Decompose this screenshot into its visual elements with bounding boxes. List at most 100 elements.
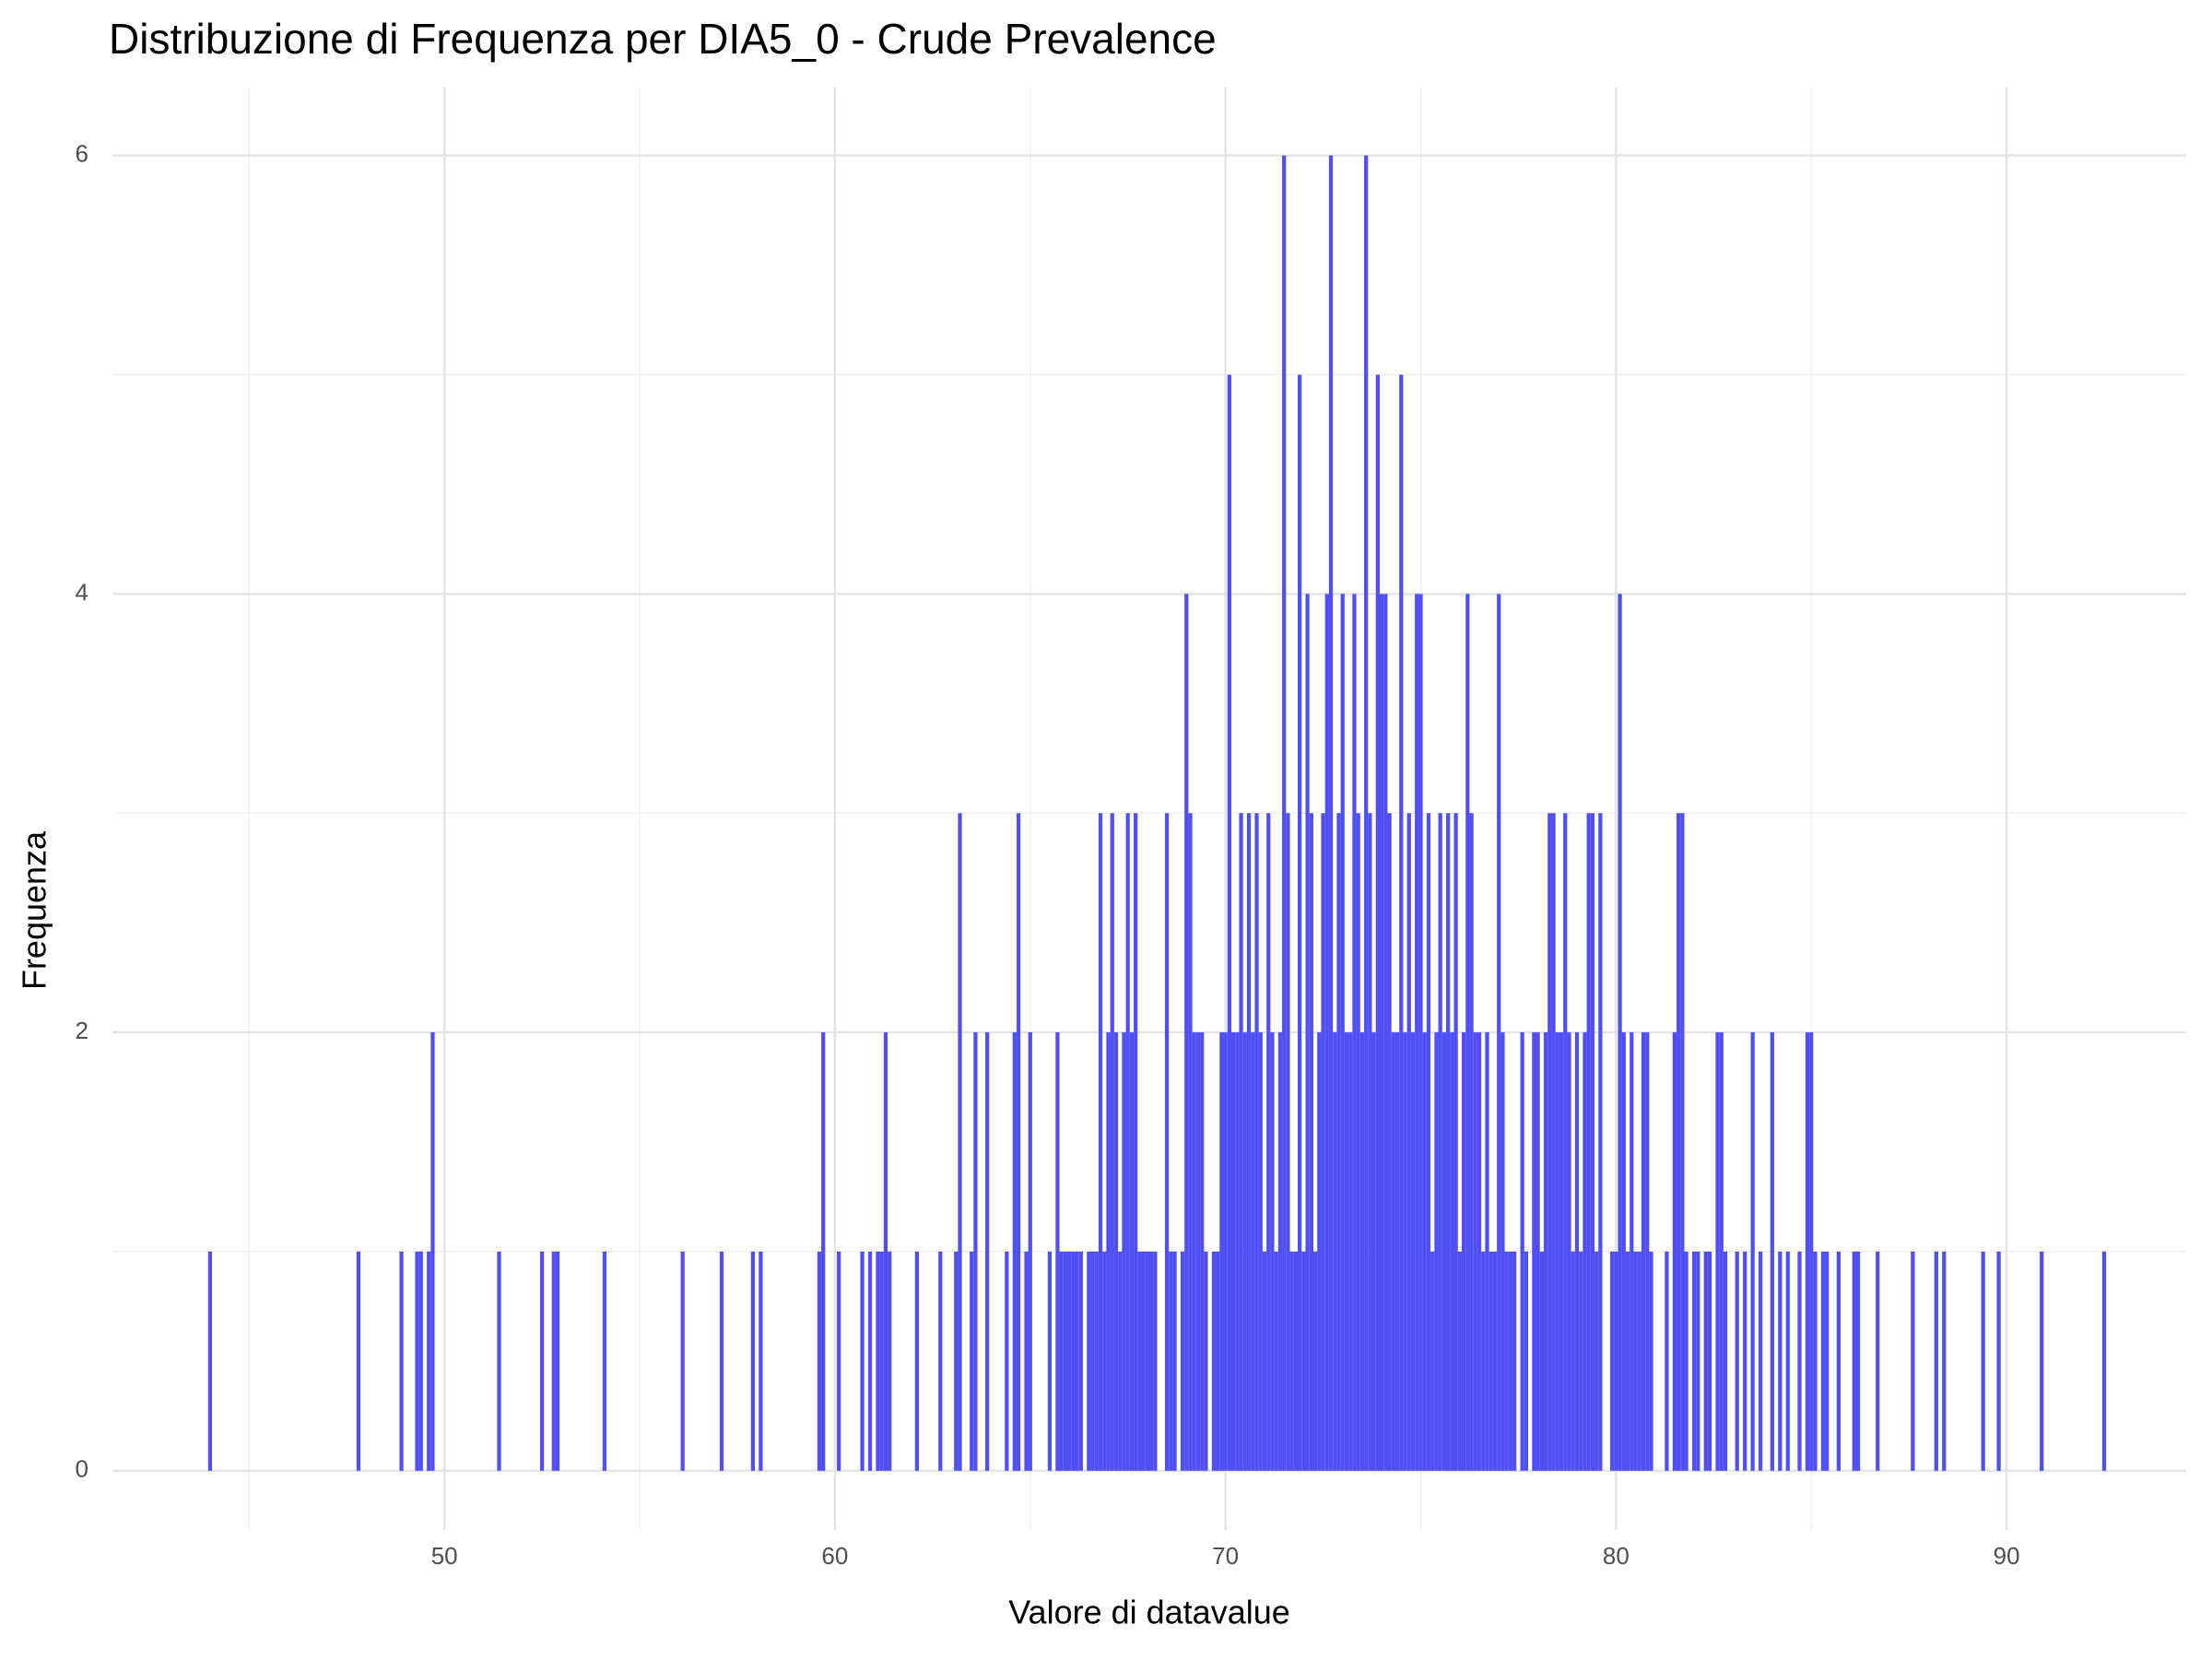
bar (1356, 813, 1360, 1471)
bar (1216, 1251, 1220, 1471)
bar (1852, 1251, 1856, 1471)
bar (1633, 1251, 1638, 1471)
bar (1504, 1251, 1509, 1471)
bar (1618, 594, 1622, 1471)
bar (1180, 1251, 1185, 1471)
bar (883, 1032, 888, 1471)
bar (1500, 1032, 1505, 1471)
bar (860, 1251, 865, 1471)
bar (1075, 1251, 1079, 1471)
bar (1418, 594, 1423, 1471)
bar (1485, 1032, 1489, 1471)
bar (1071, 1251, 1076, 1471)
bar (1383, 594, 1388, 1471)
bar (1005, 1251, 1009, 1471)
bar (1172, 1251, 1177, 1471)
bar (1415, 594, 1419, 1471)
bar (879, 1251, 884, 1471)
bar (1016, 813, 1021, 1471)
bar (1192, 1032, 1196, 1471)
bar (1352, 594, 1357, 1471)
bar (1286, 813, 1290, 1471)
bar (1981, 1251, 1985, 1471)
bar (1836, 1251, 1841, 1471)
bar (1492, 1251, 1498, 1471)
bar (1067, 1251, 1072, 1471)
bar (1348, 1032, 1353, 1471)
bar (1102, 1251, 1107, 1471)
bar (1184, 594, 1189, 1471)
bar (1649, 1251, 1653, 1471)
bar (1855, 1251, 1861, 1471)
bar (1305, 594, 1310, 1471)
bar (1078, 1251, 1083, 1471)
bar (1106, 1032, 1111, 1471)
bar (1911, 1251, 1915, 1471)
bar (973, 1032, 978, 1471)
bar (1625, 1251, 1630, 1471)
bar (1113, 1032, 1119, 1471)
bar (430, 1032, 435, 1471)
bar (1266, 813, 1271, 1471)
bar (1770, 1032, 1774, 1471)
bar (2040, 1251, 2044, 1471)
bar (821, 1032, 826, 1471)
bar (1512, 1251, 1517, 1471)
bar (1375, 374, 1380, 1471)
bar (1434, 1032, 1439, 1471)
bar (1797, 1251, 1802, 1471)
bar (867, 1251, 873, 1471)
bar (1453, 813, 1458, 1471)
bar (1598, 813, 1603, 1471)
bar (719, 1251, 724, 1471)
bar (555, 1251, 560, 1471)
bar (1153, 1251, 1158, 1471)
bar (1200, 1032, 1205, 1471)
bar (1473, 1032, 1477, 1471)
bar (1825, 1251, 1830, 1471)
bar (2101, 1251, 2107, 1471)
bar (1555, 1032, 1559, 1471)
chart-title: Distribuzione di Frequenza per DIA5_0 - … (109, 15, 1217, 63)
bar (1707, 1251, 1712, 1471)
bar (1645, 1032, 1650, 1471)
bar (1750, 1032, 1755, 1471)
bar (1047, 1251, 1053, 1471)
bar (1312, 1251, 1318, 1471)
bar (1563, 813, 1568, 1471)
bar (1488, 1251, 1493, 1471)
bar (1219, 1032, 1224, 1471)
bar (1547, 813, 1552, 1471)
bar (1586, 813, 1591, 1471)
bar (415, 1251, 419, 1471)
bar (1614, 1251, 1618, 1471)
bar (888, 1251, 892, 1471)
x-tick-label: 50 (431, 1542, 458, 1570)
bar (1559, 1032, 1564, 1471)
bar (1129, 1032, 1135, 1471)
bar (1691, 1251, 1697, 1471)
bar (1195, 1032, 1201, 1471)
y-axis-label: Frequenza (16, 830, 53, 990)
bar (1246, 813, 1252, 1471)
bar (1508, 1251, 1513, 1471)
bar (1204, 1251, 1208, 1471)
bar (1684, 1251, 1688, 1471)
bar (1289, 1251, 1294, 1471)
bar (1399, 374, 1404, 1471)
bar (1270, 1032, 1275, 1471)
bar (958, 813, 962, 1471)
bar (1149, 1251, 1154, 1471)
bar (1532, 1032, 1536, 1471)
bar (1254, 813, 1259, 1471)
bar (1594, 1251, 1599, 1471)
bar (1410, 1032, 1416, 1471)
bar (1422, 1032, 1427, 1471)
bar (1579, 1251, 1583, 1471)
bar (1809, 1032, 1814, 1471)
bar (1743, 1251, 1747, 1471)
bar (1223, 1032, 1228, 1471)
bar (1063, 1251, 1068, 1471)
bar (399, 1251, 404, 1471)
bar (1535, 1032, 1540, 1471)
